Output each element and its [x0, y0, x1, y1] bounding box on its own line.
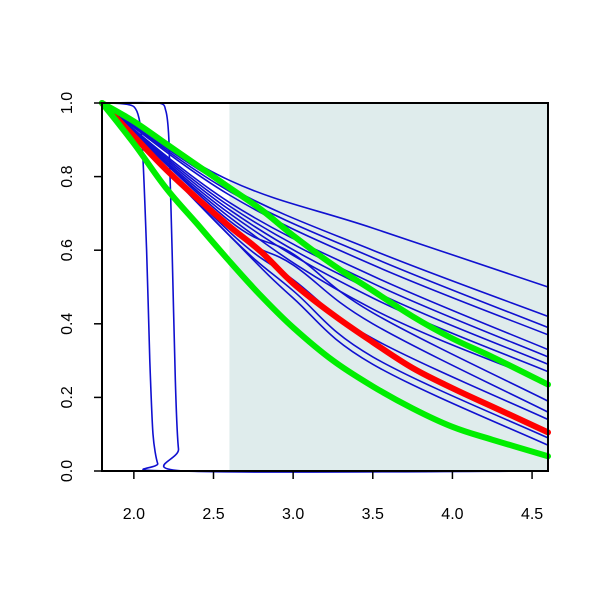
series-line-8: [101, 102, 549, 358]
series-line-19: [99, 100, 551, 460]
x-tick-label: 3.5: [362, 506, 384, 523]
y-tick-label: 0.2: [59, 386, 76, 408]
x-tick-label: 2.0: [123, 506, 145, 523]
x-tick-label: 2.5: [202, 506, 224, 523]
series-line-4: [101, 102, 549, 318]
series-line-12: [101, 102, 549, 402]
y-tick-label: 0.4: [59, 313, 76, 335]
plot-frame: [101, 102, 549, 472]
series-line-6: [101, 102, 549, 336]
series-line-9: [101, 102, 549, 366]
axis-layer: 2.0 2.5 3.0 3.5 4.0 4.5 0.0 0.2 0.4 0.6 0.8 1.0: [59, 92, 543, 523]
x-tick-label: 3.0: [282, 506, 304, 523]
shaded-region: [229, 103, 548, 471]
series-line-18: [99, 100, 551, 388]
x-tick-label: 4.0: [441, 506, 463, 523]
y-tick-label: 0.0: [59, 460, 76, 482]
y-tick-label: 0.6: [59, 239, 76, 261]
series-line-5: [101, 102, 549, 329]
series-line-10: [101, 102, 549, 373]
series-line-17: [99, 100, 551, 436]
y-tick-label: 0.8: [59, 165, 76, 187]
x-tick-label: 4.5: [521, 506, 543, 523]
series-layer: [99, 100, 551, 473]
y-tick-label: 1.0: [59, 92, 76, 114]
